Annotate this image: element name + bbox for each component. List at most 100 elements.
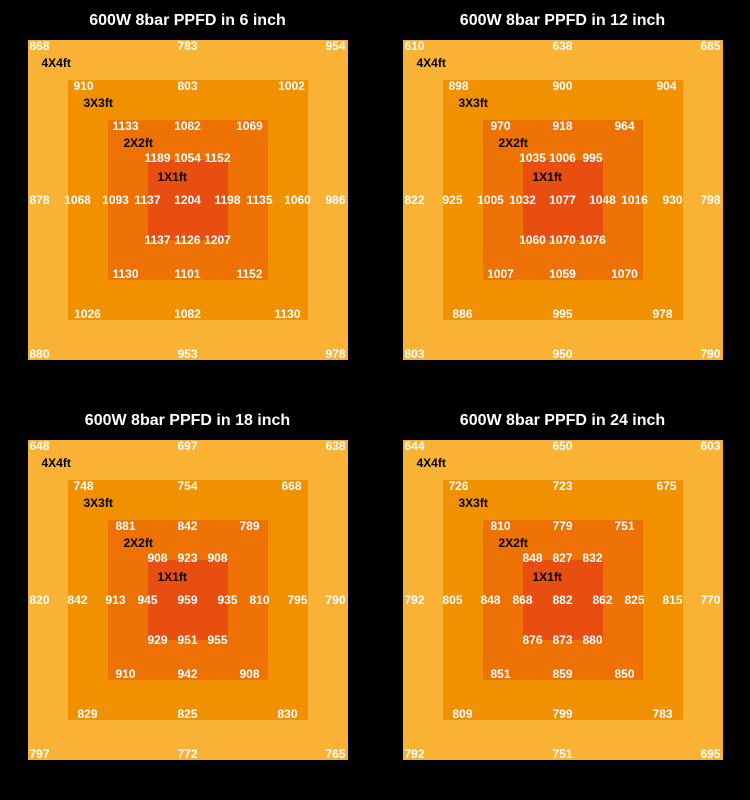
- ppfd-value: 908: [233, 667, 267, 681]
- ppfd-value: 1077: [546, 193, 580, 207]
- ppfd-grid: 600W 8bar PPFD in 6 inch4X4ft3X3ft2X2ft1…: [0, 0, 750, 800]
- ppfd-value: 842: [61, 593, 95, 607]
- ppfd-value: 1002: [275, 79, 309, 93]
- ppfd-value: 918: [546, 119, 580, 133]
- panel-title: 600W 8bar PPFD in 18 inch: [85, 412, 290, 430]
- ppfd-panel-3: 600W 8bar PPFD in 24 inch4X4ft3X3ft2X2ft…: [375, 400, 750, 800]
- ppfd-value: 638: [546, 39, 580, 53]
- ppfd-value: 878: [23, 193, 57, 207]
- ppfd-value: 848: [516, 551, 550, 565]
- ppfd-value: 1035: [516, 151, 550, 165]
- ring-label-2: 2X2ft: [124, 536, 153, 550]
- ppfd-value: 1026: [71, 307, 105, 321]
- ppfd-value: 792: [398, 747, 432, 761]
- ppfd-value: 882: [546, 593, 580, 607]
- ppfd-value: 765: [319, 747, 353, 761]
- ring-label-2: 2X2ft: [499, 136, 528, 150]
- ppfd-value: 886: [446, 307, 480, 321]
- ppfd-value: 610: [398, 39, 432, 53]
- ring-label-1: 1X1ft: [158, 170, 187, 184]
- ppfd-value: 850: [608, 667, 642, 681]
- ppfd-value: 810: [243, 593, 277, 607]
- ppfd-value: 825: [618, 593, 652, 607]
- ppfd-value: 1082: [171, 307, 205, 321]
- ring-label-2: 2X2ft: [124, 136, 153, 150]
- ppfd-value: 995: [546, 307, 580, 321]
- ppfd-value: 923: [171, 551, 205, 565]
- ppfd-value: 797: [23, 747, 57, 761]
- ppfd-value: 1135: [243, 193, 277, 207]
- ppfd-value: 726: [442, 479, 476, 493]
- ring-label-4: 4X4ft: [417, 456, 446, 470]
- ppfd-value: 842: [171, 519, 205, 533]
- ppfd-value: 1189: [141, 151, 175, 165]
- ring-label-1: 1X1ft: [158, 570, 187, 584]
- ring-label-3: 3X3ft: [459, 96, 488, 110]
- ppfd-value: 751: [608, 519, 642, 533]
- ppfd-value: 876: [516, 633, 550, 647]
- ppfd-value: 950: [546, 347, 580, 361]
- ppfd-value: 1060: [516, 233, 550, 247]
- ppfd-value: 868: [23, 39, 57, 53]
- ppfd-value: 1032: [506, 193, 540, 207]
- ppfd-value: 798: [694, 193, 728, 207]
- ppfd-value: 848: [474, 593, 508, 607]
- ppfd-value: 803: [171, 79, 205, 93]
- ppfd-value: 1082: [171, 119, 205, 133]
- ppfd-value: 930: [656, 193, 690, 207]
- ppfd-value: 954: [319, 39, 353, 53]
- ring-label-3: 3X3ft: [459, 496, 488, 510]
- ppfd-value: 955: [201, 633, 235, 647]
- ppfd-value: 1069: [233, 119, 267, 133]
- ppfd-value: 1130: [109, 267, 143, 281]
- ppfd-value: 913: [99, 593, 133, 607]
- heatmap: 4X4ft3X3ft2X2ft1X1ft86878395487898688095…: [28, 40, 348, 360]
- ring-label-1: 1X1ft: [533, 170, 562, 184]
- ppfd-value: 650: [546, 439, 580, 453]
- ppfd-value: 929: [141, 633, 175, 647]
- ppfd-value: 830: [271, 707, 305, 721]
- ppfd-value: 1060: [281, 193, 315, 207]
- ring-label-3: 3X3ft: [84, 496, 113, 510]
- ppfd-value: 935: [211, 593, 245, 607]
- ppfd-value: 1093: [99, 193, 133, 207]
- ppfd-value: 1204: [171, 193, 205, 207]
- ppfd-value: 675: [650, 479, 684, 493]
- ppfd-value: 910: [109, 667, 143, 681]
- ppfd-value: 978: [319, 347, 353, 361]
- ppfd-value: 1059: [546, 267, 580, 281]
- ppfd-value: 685: [694, 39, 728, 53]
- ppfd-value: 959: [171, 593, 205, 607]
- ppfd-value: 859: [546, 667, 580, 681]
- ppfd-value: 964: [608, 119, 642, 133]
- ppfd-value: 1126: [171, 233, 205, 247]
- ppfd-value: 792: [398, 593, 432, 607]
- ppfd-value: 1133: [109, 119, 143, 133]
- ppfd-value: 898: [442, 79, 476, 93]
- ppfd-value: 904: [650, 79, 684, 93]
- ppfd-value: 851: [484, 667, 518, 681]
- ppfd-value: 783: [171, 39, 205, 53]
- ppfd-value: 1137: [131, 193, 165, 207]
- ring-label-1: 1X1ft: [533, 570, 562, 584]
- ppfd-value: 751: [546, 747, 580, 761]
- ppfd-value: 695: [694, 747, 728, 761]
- ppfd-value: 770: [694, 593, 728, 607]
- ppfd-value: 1016: [618, 193, 652, 207]
- ppfd-value: 820: [23, 593, 57, 607]
- ring-label-2: 2X2ft: [499, 536, 528, 550]
- ppfd-value: 1006: [546, 151, 580, 165]
- ppfd-value: 1198: [211, 193, 245, 207]
- ppfd-value: 986: [319, 193, 353, 207]
- heatmap: 4X4ft3X3ft2X2ft1X1ft64465060379277079275…: [403, 440, 723, 760]
- ring-label-4: 4X4ft: [417, 56, 446, 70]
- ppfd-value: 900: [546, 79, 580, 93]
- panel-title: 600W 8bar PPFD in 6 inch: [89, 12, 286, 30]
- ppfd-value: 908: [141, 551, 175, 565]
- ring-label-4: 4X4ft: [42, 56, 71, 70]
- ppfd-value: 1054: [171, 151, 205, 165]
- ring-label-4: 4X4ft: [42, 456, 71, 470]
- ppfd-value: 868: [506, 593, 540, 607]
- ppfd-value: 970: [484, 119, 518, 133]
- ppfd-value: 908: [201, 551, 235, 565]
